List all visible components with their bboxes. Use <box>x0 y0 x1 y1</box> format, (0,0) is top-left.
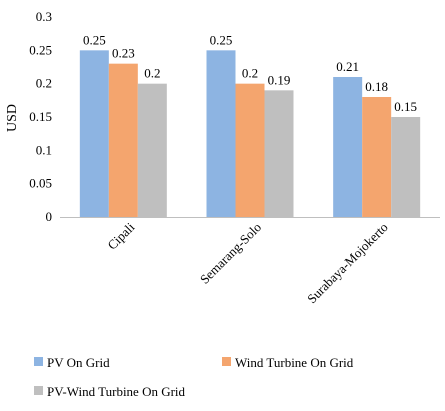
bar <box>79 50 109 218</box>
bar <box>391 117 421 217</box>
data-label: 0.2 <box>242 66 258 81</box>
y-tick-label: 0.1 <box>36 142 52 157</box>
legend-swatch <box>222 357 231 366</box>
x-tick-label: Cipali <box>104 219 137 252</box>
bar <box>108 63 138 217</box>
y-tick-label: 0.15 <box>29 109 52 124</box>
bar <box>333 77 363 217</box>
y-tick-label: 0.3 <box>36 9 52 24</box>
data-label: 0.19 <box>268 72 291 87</box>
bar <box>137 83 167 218</box>
legend: PV On Grid Wind Turbine On Grid PV-Wind Tu… <box>34 355 354 399</box>
legend-label: PV On Grid <box>47 355 110 370</box>
legend-label: Wind Turbine On Grid <box>235 355 354 370</box>
data-label: 0.18 <box>365 79 388 94</box>
data-label: 0.25 <box>83 32 106 47</box>
x-tick-label: Semarang-Solo <box>197 220 264 287</box>
x-axis: Cipali Semarang-Solo Surabaya-Mojokerto <box>60 217 440 307</box>
legend-swatch <box>34 357 43 366</box>
y-tick-label: 0.25 <box>29 42 52 57</box>
legend-label: PV-Wind Turbine On Grid <box>47 384 186 399</box>
y-axis-label: USD <box>5 104 20 132</box>
y-tick-label: 0 <box>46 209 53 224</box>
data-label: 0.25 <box>210 32 233 47</box>
y-tick-label: 0.05 <box>29 176 52 191</box>
data-label: 0.2 <box>144 66 160 81</box>
bars: 0.25 0.23 0.2 0.25 0.2 0.19 0.21 0.18 0.15 <box>79 32 421 218</box>
y-tick-label: 0.2 <box>36 76 52 91</box>
y-axis: 0 0.05 0.1 0.15 0.2 0.25 0.3 <box>29 9 52 224</box>
bar <box>264 90 294 217</box>
data-label: 0.23 <box>112 46 135 61</box>
data-label: 0.21 <box>336 59 359 74</box>
bar <box>235 83 265 218</box>
data-label: 0.15 <box>394 99 417 114</box>
bar <box>362 97 392 217</box>
legend-swatch <box>34 386 43 395</box>
x-tick-label: Surabaya-Mojokerto <box>304 220 391 307</box>
bar <box>206 50 236 218</box>
